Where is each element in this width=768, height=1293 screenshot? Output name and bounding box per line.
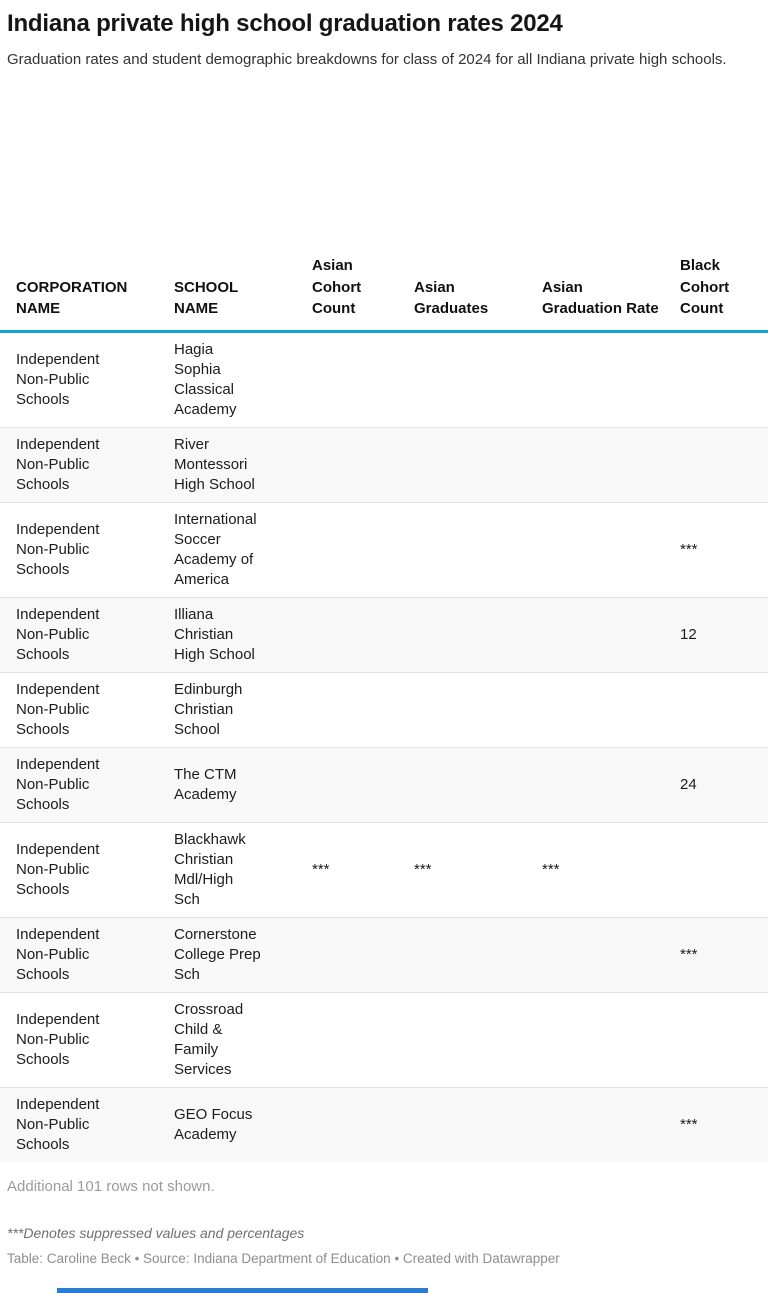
column-header-asian-graduation-rate[interactable]: Asian Graduation Rate [542,250,680,334]
rows-not-shown-note: Additional 101 rows not shown. [7,1178,215,1196]
cell-asian-graduation-rate [542,1088,680,1163]
cell-asian-graduation-rate [542,503,680,598]
column-header-label: Asian Graduation Rate [542,278,659,318]
cell-asian-graduates [414,332,542,428]
cell-asian-cohort-count [312,673,414,748]
cell-asian-graduates [414,993,542,1088]
graduation-rates-table: CORPORATION NAME SCHOOL NAME Asian Cohor… [0,250,768,1163]
table-row: Independent Non-Public Schools Edinburgh… [0,672,768,748]
cell-school: Blackhawk Christian Mdl/High Sch [174,831,246,909]
cell-black-cohort-count [680,993,768,1088]
suppressed-values-note: ***Denotes suppressed values and percent… [7,1225,305,1242]
cell-asian-graduates [414,503,542,598]
cell-asian-cohort-count [312,428,414,503]
cell-school: Cornerstone College Prep Sch [174,926,261,984]
cell-asian-cohort-count [312,332,414,428]
cell-asian-graduates [414,748,542,823]
cell-corporation: Independent Non-Public Schools [16,351,100,409]
table-row: Independent Non-Public Schools Internati… [0,502,768,598]
cell-asian-graduates [414,673,542,748]
table-row: Independent Non-Public Schools Hagia Sop… [0,332,768,428]
cell-school: The CTM Academy [174,766,237,804]
cell-asian-graduation-rate [542,993,680,1088]
cell-black-cohort-count: *** [680,1116,698,1134]
column-header-label: Asian Graduates [414,278,489,318]
cell-corporation: Independent Non-Public Schools [16,606,100,664]
column-header-asian-graduates[interactable]: Asian Graduates [414,250,542,334]
table-row: Independent Non-Public Schools Blackhawk… [0,822,768,918]
cell-asian-graduates [414,598,542,673]
cell-school: GEO Focus Academy [174,1106,253,1144]
column-header-label: CORPORATION NAME [16,278,128,318]
cell-school: Illiana Christian High School [174,606,255,664]
cell-asian-cohort-count [312,503,414,598]
column-header-asian-cohort-count[interactable]: Asian Cohort Count [312,250,414,334]
cell-asian-graduates [414,1088,542,1163]
cell-corporation: Independent Non-Public Schools [16,926,100,984]
table-row: Independent Non-Public Schools Cornersto… [0,917,768,993]
cell-corporation: Independent Non-Public Schools [16,1011,100,1069]
column-header-label: Asian Cohort Count [312,256,362,318]
cell-black-cohort-count [680,673,768,748]
cell-school: River Montessori High School [174,436,255,494]
bottom-blue-bar [57,1288,428,1293]
cell-asian-graduation-rate [542,918,680,993]
page-title: Indiana private high school graduation r… [7,10,563,37]
cell-asian-graduates [414,918,542,993]
column-header-corporation-name[interactable]: CORPORATION NAME [0,250,174,334]
column-header-label: SCHOOL NAME [174,278,238,318]
table-row: Independent Non-Public Schools GEO Focus… [0,1087,768,1163]
table-row: Independent Non-Public Schools River Mon… [0,427,768,503]
cell-corporation: Independent Non-Public Schools [16,1096,100,1154]
cell-asian-cohort-count [312,748,414,823]
column-header-school-name[interactable]: SCHOOL NAME [174,250,312,334]
page-subtitle: Graduation rates and student demographic… [7,51,727,69]
cell-asian-graduates [414,428,542,503]
table-row: Independent Non-Public Schools The CTM A… [0,747,768,823]
cell-asian-graduation-rate: *** [542,861,560,879]
cell-black-cohort-count [680,332,768,428]
cell-asian-graduation-rate [542,332,680,428]
cell-school: Hagia Sophia Classical Academy [174,341,237,419]
table-body: Independent Non-Public Schools Hagia Sop… [0,332,768,1163]
cell-black-cohort-count [680,823,768,918]
table-row: Independent Non-Public Schools Illiana C… [0,597,768,673]
cell-black-cohort-count [680,428,768,503]
cell-corporation: Independent Non-Public Schools [16,756,100,814]
cell-asian-graduation-rate [542,748,680,823]
cell-asian-graduation-rate [542,673,680,748]
cell-asian-cohort-count [312,1088,414,1163]
cell-corporation: Independent Non-Public Schools [16,521,100,579]
table-header: CORPORATION NAME SCHOOL NAME Asian Cohor… [0,250,768,334]
cell-school: Crossroad Child & Family Services [174,1001,244,1079]
cell-asian-graduation-rate [542,598,680,673]
table-row: Independent Non-Public Schools Crossroad… [0,992,768,1088]
cell-corporation: Independent Non-Public Schools [16,681,100,739]
cell-black-cohort-count: 24 [680,776,697,794]
cell-school: International Soccer Academy of America [174,511,257,589]
cell-asian-graduates: *** [414,861,432,879]
cell-corporation: Independent Non-Public Schools [16,841,100,899]
cell-asian-cohort-count: *** [312,861,330,879]
cell-black-cohort-count: *** [680,946,698,964]
cell-school: Edinburgh Christian School [174,681,243,739]
cell-corporation: Independent Non-Public Schools [16,436,100,494]
column-header-black-cohort-count[interactable]: Black Cohort Count [680,250,768,334]
cell-black-cohort-count: *** [680,541,698,559]
cell-asian-cohort-count [312,598,414,673]
attribution: Table: Caroline Beck • Source: Indiana D… [7,1251,560,1267]
cell-black-cohort-count: 12 [680,626,697,644]
cell-asian-cohort-count [312,993,414,1088]
cell-asian-cohort-count [312,918,414,993]
cell-asian-graduation-rate [542,428,680,503]
column-header-label: Black Cohort Count [680,256,730,318]
